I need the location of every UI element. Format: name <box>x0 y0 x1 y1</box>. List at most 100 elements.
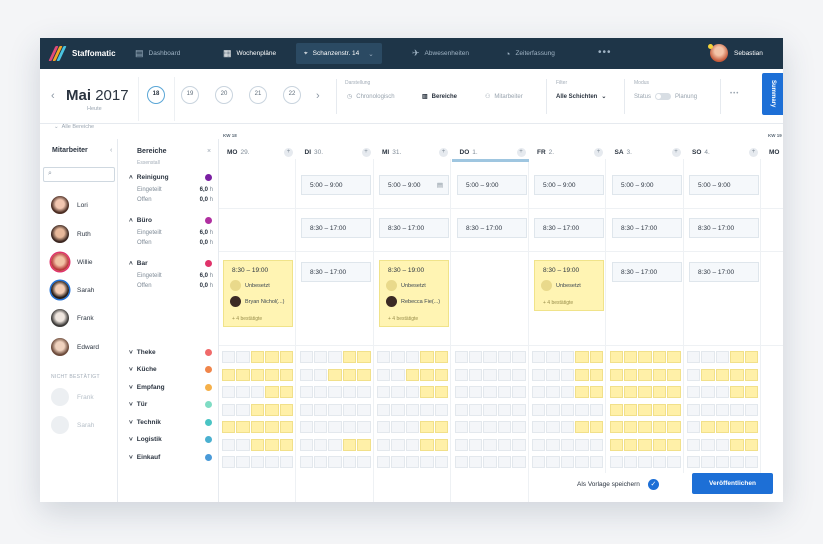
slot-cell[interactable] <box>250 456 265 468</box>
slot-cell[interactable] <box>609 438 623 451</box>
slot-cell[interactable] <box>715 456 730 468</box>
slot-cell[interactable] <box>468 386 483 398</box>
view-chronologisch[interactable]: ◷ Chronologisch <box>347 93 395 101</box>
slot-cell[interactable] <box>744 438 759 451</box>
shift-card[interactable]: 8:30 – 17:00 <box>689 262 759 282</box>
shift-card[interactable]: 5:00 – 9:00 ▤ <box>379 175 449 195</box>
area-day-slots[interactable] <box>452 368 529 381</box>
slot-cell[interactable] <box>560 456 575 468</box>
area-empfang[interactable]: ˅ Empfang <box>129 384 213 391</box>
slot-cell[interactable] <box>609 403 623 416</box>
slot-cell[interactable] <box>279 351 294 363</box>
slot-cell[interactable] <box>357 438 371 451</box>
slot-cell[interactable] <box>483 386 497 398</box>
nav-wochenplaene[interactable]: ▦ Wochenpläne <box>223 38 276 69</box>
slot-cell[interactable] <box>497 368 512 381</box>
slot-cell[interactable] <box>279 456 294 468</box>
area-day-slots[interactable] <box>684 438 761 451</box>
slot-cell[interactable] <box>313 386 328 398</box>
slot-cell[interactable] <box>744 368 759 381</box>
slot-cell[interactable] <box>701 403 715 416</box>
slot-cell[interactable] <box>250 386 265 398</box>
slot-cell[interactable] <box>560 368 575 381</box>
shift-card[interactable]: 8:30 – 17:00 <box>534 218 604 238</box>
slot-cell[interactable] <box>420 421 434 433</box>
slot-cell[interactable] <box>667 421 681 433</box>
slot-cell[interactable] <box>313 403 328 416</box>
slot-cell[interactable] <box>687 456 701 468</box>
slot-cell[interactable] <box>546 421 560 433</box>
slot-cell[interactable] <box>623 438 638 451</box>
slot-cell[interactable] <box>589 438 604 451</box>
slot-cell[interactable] <box>313 456 328 468</box>
area-day-slots[interactable] <box>452 403 529 416</box>
slot-cell[interactable] <box>468 421 483 433</box>
slot-cell[interactable] <box>687 403 701 416</box>
slot-cell[interactable] <box>236 421 250 433</box>
slot-cell[interactable] <box>420 403 434 416</box>
slot-cell[interactable] <box>313 438 328 451</box>
slot-cell[interactable] <box>483 456 497 468</box>
slot-cell[interactable] <box>575 403 589 416</box>
slot-cell[interactable] <box>744 421 759 433</box>
slot-cell[interactable] <box>667 351 681 363</box>
slot-cell[interactable] <box>575 438 589 451</box>
area-day-slots[interactable] <box>452 456 529 468</box>
slot-cell[interactable] <box>701 351 715 363</box>
area-day-slots[interactable] <box>607 351 684 363</box>
area-day-slots[interactable] <box>219 438 296 451</box>
slot-cell[interactable] <box>222 351 236 363</box>
area-day-slots[interactable] <box>607 368 684 381</box>
slot-cell[interactable] <box>454 438 468 451</box>
area-day-slots[interactable] <box>529 438 606 451</box>
area-day-slots[interactable] <box>607 386 684 398</box>
slot-cell[interactable] <box>687 368 701 381</box>
slot-cell[interactable] <box>638 456 652 468</box>
area-day-slots[interactable] <box>297 386 374 398</box>
slot-cell[interactable] <box>342 351 357 363</box>
slot-cell[interactable] <box>623 351 638 363</box>
slot-cell[interactable] <box>483 421 497 433</box>
slot-cell[interactable] <box>454 351 468 363</box>
slot-cell[interactable] <box>589 351 604 363</box>
slot-cell[interactable] <box>434 438 449 451</box>
area-kueche[interactable]: ˅ Küche <box>129 366 213 373</box>
slot-cell[interactable] <box>701 421 715 433</box>
slot-cell[interactable] <box>652 421 667 433</box>
slot-cell[interactable] <box>342 438 357 451</box>
slot-cell[interactable] <box>512 368 526 381</box>
slot-cell[interactable] <box>328 386 342 398</box>
add-shift-button[interactable]: + <box>749 148 758 157</box>
slot-cell[interactable] <box>589 386 604 398</box>
slot-cell[interactable] <box>299 368 313 381</box>
slot-cell[interactable] <box>512 351 526 363</box>
header-more-button[interactable]: ••• <box>730 91 740 97</box>
slot-cell[interactable] <box>546 351 560 363</box>
area-day-slots[interactable] <box>297 438 374 451</box>
assigned-slot[interactable]: Rebecca Fie(...) <box>386 296 440 307</box>
slot-cell[interactable] <box>609 386 623 398</box>
slot-cell[interactable] <box>512 386 526 398</box>
area-day-slots[interactable] <box>529 386 606 398</box>
slot-cell[interactable] <box>483 368 497 381</box>
area-day-slots[interactable] <box>219 368 296 381</box>
area-buero[interactable]: ˄ Büro <box>129 217 213 224</box>
area-reinigung[interactable]: ˄ Reinigung <box>129 174 213 181</box>
slot-cell[interactable] <box>434 403 449 416</box>
slot-cell[interactable] <box>560 351 575 363</box>
slot-cell[interactable] <box>265 438 279 451</box>
slot-cell[interactable] <box>405 351 420 363</box>
confirmed-count[interactable]: + 4 bestätigte <box>543 300 574 306</box>
more-menu-button[interactable]: ••• <box>598 47 612 58</box>
area-day-slots[interactable] <box>529 351 606 363</box>
slot-cell[interactable] <box>532 386 546 398</box>
slot-cell[interactable] <box>715 351 730 363</box>
slot-cell[interactable] <box>236 351 250 363</box>
slot-cell[interactable] <box>222 386 236 398</box>
week-19[interactable]: 19 <box>181 86 199 104</box>
area-day-slots[interactable] <box>297 421 374 433</box>
area-day-slots[interactable] <box>529 368 606 381</box>
slot-cell[interactable] <box>299 421 313 433</box>
slot-cell[interactable] <box>546 403 560 416</box>
shift-card[interactable]: 8:30 – 17:00 <box>612 262 682 282</box>
